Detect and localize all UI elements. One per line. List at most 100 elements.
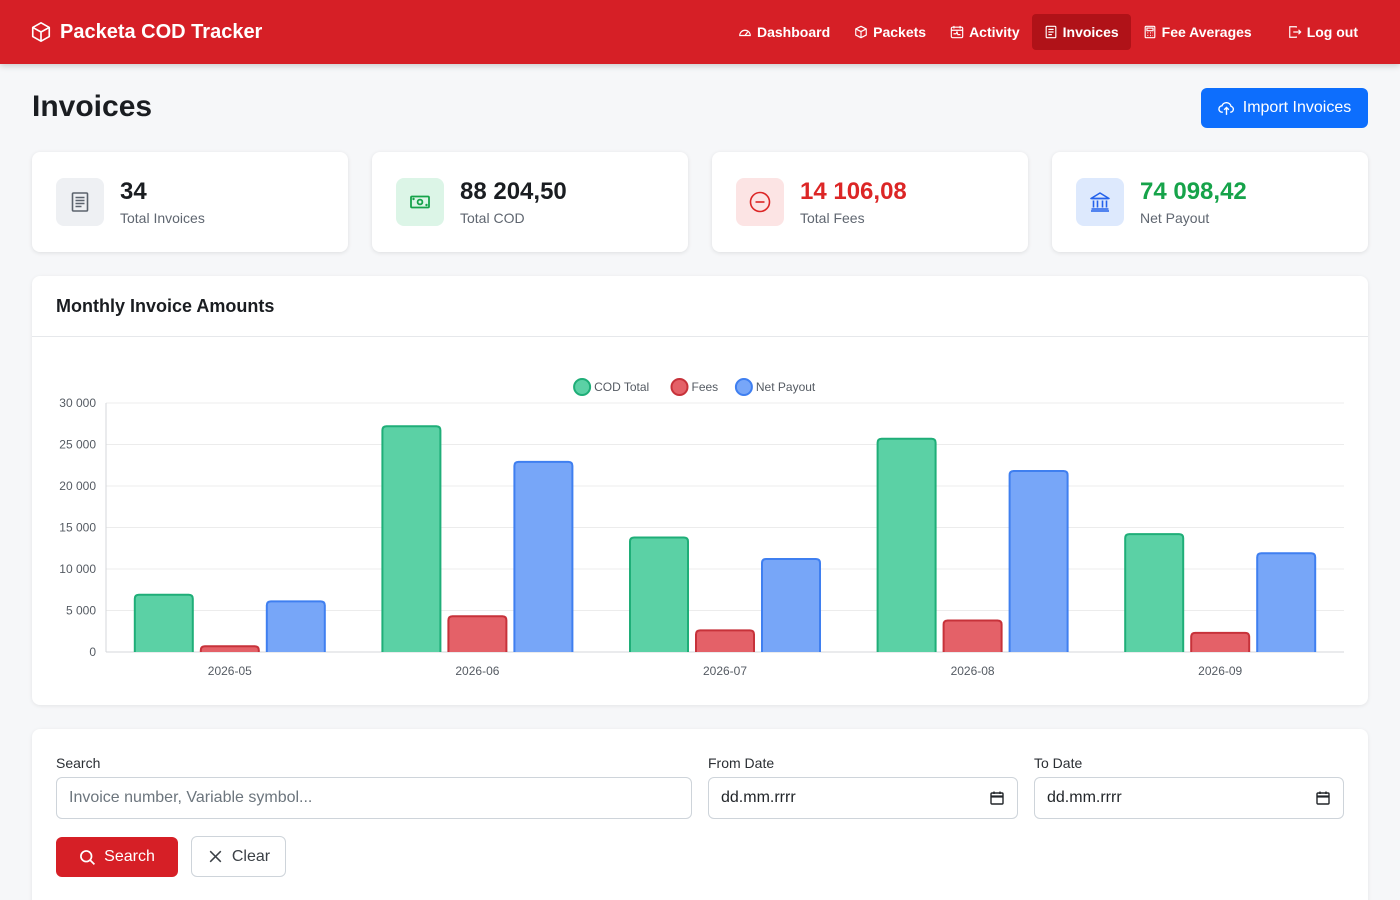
legend-swatch bbox=[670, 378, 689, 396]
to-date-value: dd.mm.rrrr bbox=[1047, 789, 1122, 806]
stat-value: 14 106,08 bbox=[800, 178, 907, 205]
search-label: Search bbox=[56, 755, 101, 771]
bar-cod-total bbox=[876, 437, 937, 652]
y-tick-label: 25 000 bbox=[59, 438, 96, 452]
y-tick-label: 10 000 bbox=[59, 562, 96, 576]
bar-cod-total bbox=[133, 593, 194, 652]
to-date-label: To Date bbox=[1034, 755, 1083, 771]
bar-cod-total bbox=[381, 425, 442, 652]
nav-dashboard-label: Dashboard bbox=[757, 24, 831, 40]
import-invoices-label: Import Invoices bbox=[1242, 99, 1352, 116]
bar-net-payout bbox=[1256, 552, 1317, 652]
search-input[interactable]: Invoice number, Variable symbol... bbox=[56, 777, 692, 819]
stat-icon-box bbox=[736, 178, 784, 226]
stat-label: Net Payout bbox=[1140, 210, 1210, 226]
bar-cod-total bbox=[1124, 533, 1185, 652]
x-tick-label: 2026-08 bbox=[951, 664, 995, 678]
bar-fees bbox=[942, 619, 1003, 652]
x-tick-label: 2026-09 bbox=[1198, 664, 1242, 678]
close-icon bbox=[209, 850, 222, 863]
nav-logout-label: Log out bbox=[1306, 24, 1358, 40]
bar-net-payout bbox=[761, 558, 821, 652]
search-placeholder: Invoice number, Variable symbol... bbox=[69, 789, 313, 806]
cash-icon bbox=[410, 195, 430, 209]
calculator-icon bbox=[1144, 25, 1156, 39]
cloud-upload-icon bbox=[1218, 101, 1234, 115]
from-date-input[interactable]: dd.mm.rrrr bbox=[708, 777, 1018, 819]
bar-net-payout bbox=[513, 460, 574, 652]
chart-card: Monthly Invoice Amounts 0 5 000 10 000 15 0… bbox=[32, 276, 1368, 705]
chart-title: Monthly Invoice Amounts bbox=[32, 276, 1368, 337]
legend-label: Net Payout bbox=[756, 380, 816, 394]
brand[interactable]: Packeta COD Tracker bbox=[30, 0, 262, 64]
bar-fees bbox=[695, 629, 755, 652]
bar-net-payout bbox=[265, 600, 326, 652]
search-icon bbox=[80, 849, 96, 865]
nav-logout[interactable]: Log out bbox=[1276, 14, 1370, 50]
stat-card-total-fees: 14 106,08 Total Fees bbox=[712, 152, 1028, 252]
y-tick-label: 15 000 bbox=[59, 521, 96, 535]
navbar: Packeta COD Tracker Dashboard Packets Ac… bbox=[0, 0, 1400, 64]
from-date-value: dd.mm.rrrr bbox=[721, 789, 796, 806]
filter-card: Search Invoice number, Variable symbol..… bbox=[32, 729, 1368, 900]
dash-circle-icon bbox=[749, 191, 771, 213]
stat-label: Total Fees bbox=[800, 210, 865, 226]
main-nav: Dashboard Packets Activity Invoices Fee … bbox=[726, 14, 1370, 50]
stat-card-net-payout: 74 098,42 Net Payout bbox=[1052, 152, 1368, 252]
y-tick-label: 5 000 bbox=[66, 604, 96, 618]
stat-value: 34 bbox=[120, 178, 147, 205]
bar-fees bbox=[1190, 631, 1251, 652]
legend-label: Fees bbox=[692, 380, 719, 394]
to-date-input[interactable]: dd.mm.rrrr bbox=[1034, 777, 1344, 819]
clear-button-label: Clear bbox=[231, 847, 271, 865]
clear-button[interactable]: Clear bbox=[191, 836, 286, 877]
page-title: Invoices bbox=[32, 90, 153, 123]
bar-fees bbox=[199, 645, 260, 652]
calendar-icon[interactable] bbox=[989, 790, 1005, 806]
stat-icon-box bbox=[56, 178, 104, 226]
box-icon bbox=[855, 25, 867, 39]
invoice-icon bbox=[1045, 25, 1057, 39]
bar-fees bbox=[447, 615, 508, 652]
nav-invoices-label: Invoices bbox=[1062, 24, 1119, 40]
nav-packets[interactable]: Packets bbox=[842, 14, 938, 50]
import-invoices-button[interactable]: Import Invoices bbox=[1201, 88, 1368, 128]
bar-cod-total bbox=[629, 536, 689, 652]
nav-fee-averages-label: Fee Averages bbox=[1161, 24, 1252, 40]
nav-dashboard[interactable]: Dashboard bbox=[726, 14, 842, 50]
box-icon bbox=[31, 22, 51, 42]
stat-icon-box bbox=[1076, 178, 1124, 226]
calendar-icon[interactable] bbox=[1315, 790, 1331, 806]
legend-swatch bbox=[573, 378, 592, 396]
calendar-activity-icon bbox=[950, 25, 964, 39]
nav-invoices[interactable]: Invoices bbox=[1031, 14, 1131, 50]
nav-activity[interactable]: Activity bbox=[938, 14, 1032, 50]
bank-icon bbox=[1090, 192, 1110, 212]
stat-label: Total Invoices bbox=[120, 210, 205, 226]
x-tick-label: 2026-06 bbox=[455, 664, 499, 678]
search-button[interactable]: Search bbox=[56, 837, 178, 877]
receipt-icon bbox=[71, 192, 89, 212]
stat-card-total-invoices: 34 Total Invoices bbox=[32, 152, 348, 252]
stat-icon-box bbox=[396, 178, 444, 226]
nav-fee-averages[interactable]: Fee Averages bbox=[1131, 14, 1264, 50]
x-tick-label: 2026-07 bbox=[703, 664, 747, 678]
stat-card-total-cod: 88 204,50 Total COD bbox=[372, 152, 688, 252]
y-tick-label: 20 000 bbox=[59, 479, 96, 493]
search-button-label: Search bbox=[104, 848, 155, 865]
nav-activity-label: Activity bbox=[969, 24, 1020, 40]
stat-value: 74 098,42 bbox=[1140, 178, 1247, 205]
nav-packets-label: Packets bbox=[873, 24, 927, 40]
y-tick-label: 0 bbox=[89, 645, 96, 659]
gauge-icon bbox=[739, 29, 751, 37]
bar-net-payout bbox=[1008, 470, 1069, 652]
stat-value: 88 204,50 bbox=[460, 178, 567, 205]
brand-title: Packeta COD Tracker bbox=[60, 20, 263, 43]
legend-label: COD Total bbox=[594, 380, 649, 394]
bar-chart: 0 5 000 10 000 15 000 20 000 25 000 30 000 2026… bbox=[59, 378, 1344, 678]
legend-swatch bbox=[734, 378, 753, 396]
from-date-label: From Date bbox=[708, 755, 775, 771]
stat-label: Total COD bbox=[460, 210, 525, 226]
x-tick-label: 2026-05 bbox=[208, 664, 252, 678]
logout-icon bbox=[1288, 26, 1302, 38]
